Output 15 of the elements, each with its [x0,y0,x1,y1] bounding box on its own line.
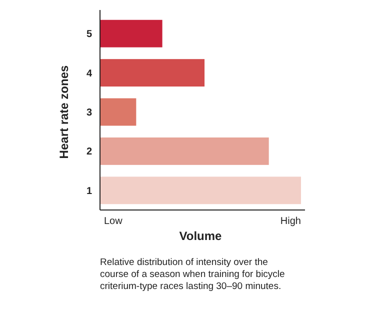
y-tick-label: 1 [86,186,92,197]
y-tick-label: 4 [86,68,92,80]
y-tick-label: 5 [86,29,92,40]
text: High [280,216,301,227]
text: Relative distribution of intensity over the course of a season when training for bicycle criterium-type races lasting 30–90 minutes. [100,257,285,292]
text: Low [104,216,124,227]
bar [100,98,136,126]
y-tick-label: 2 [86,146,92,158]
bar [100,20,162,48]
bar [100,59,205,87]
bar [100,176,301,204]
y-axis-title: Heart rate zones [57,64,71,159]
x-axis-title: Volume [179,229,222,243]
bar [100,137,269,165]
y-tick-label: 3 [86,108,92,118]
